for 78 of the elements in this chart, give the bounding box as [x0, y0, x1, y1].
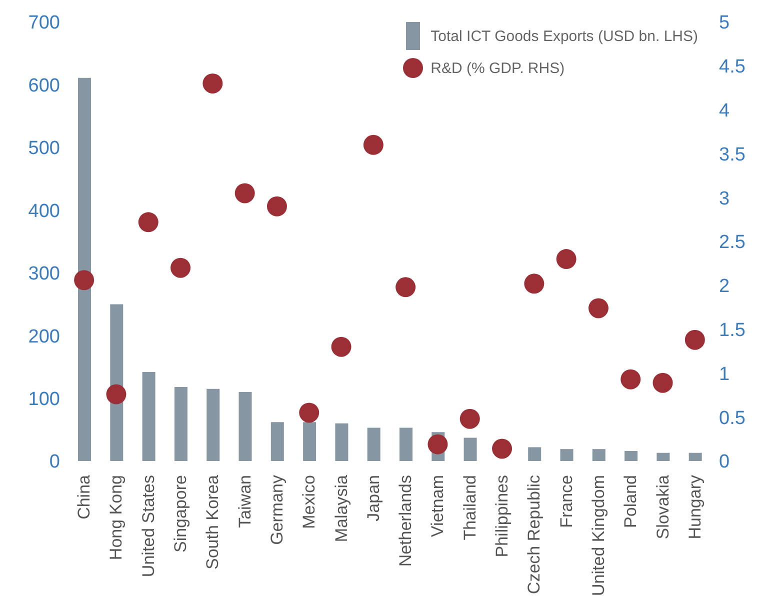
- x-tick-label: Philippines: [492, 475, 512, 558]
- point: [524, 274, 544, 294]
- y-tick-label: 0: [49, 452, 60, 473]
- legend-label: R&D (% GDP. RHS): [430, 60, 565, 76]
- point: [556, 249, 576, 270]
- bar: [688, 452, 702, 461]
- x-tick-label: Hungary: [685, 474, 704, 540]
- x-tick-label: Slovakia: [653, 474, 672, 540]
- bar: [464, 438, 477, 461]
- bar: [335, 423, 348, 461]
- bar: [656, 452, 670, 461]
- bar: [560, 449, 574, 461]
- y2-tick-label: 0.5: [719, 408, 746, 429]
- bar: [238, 392, 252, 461]
- x-tick-label: South Korea: [203, 474, 222, 570]
- y-tick-label: 500: [28, 138, 60, 160]
- x-tick-label: Germany: [267, 474, 286, 545]
- x-tick-label: Singapore: [171, 475, 190, 553]
- y2-tick-label: 2.5: [719, 232, 746, 254]
- bar: [206, 388, 220, 461]
- y2-tick-label: 4.5: [719, 56, 746, 78]
- x-tick-label: France: [556, 475, 576, 528]
- point: [396, 277, 416, 298]
- y2-tick-label: 2: [719, 276, 730, 298]
- y-tick-label: 600: [28, 75, 60, 96]
- point: [363, 134, 384, 155]
- x-tick-label: Vietnam: [428, 475, 448, 538]
- bar: [624, 450, 638, 461]
- point: [652, 372, 673, 393]
- point: [620, 369, 641, 390]
- point: [202, 73, 223, 94]
- point: [74, 270, 94, 290]
- bar: [367, 428, 380, 461]
- x-tick-label: Czech Republic: [524, 474, 544, 594]
- y-tick-label: 100: [28, 389, 60, 410]
- x-tick-label: United Kingdom: [588, 475, 608, 596]
- y2-tick-label: 3.5: [719, 144, 746, 166]
- bar: [78, 78, 91, 461]
- point: [588, 298, 608, 318]
- x-tick-label: United States: [138, 475, 158, 578]
- x-tick-label: Taiwan: [235, 475, 254, 528]
- y2-tick-label: 0: [719, 452, 730, 473]
- bar: [400, 428, 412, 461]
- point: [460, 408, 480, 429]
- x-tick-label: Hong Kong: [106, 475, 126, 560]
- x-tick-label: Japan: [364, 475, 383, 522]
- y2-tick-label: 3: [719, 188, 730, 210]
- x-tick-label: Netherlands: [396, 475, 416, 567]
- point: [234, 183, 255, 204]
- point: [684, 330, 705, 350]
- point: [299, 402, 320, 423]
- bar: [528, 447, 542, 461]
- x-tick-label: Poland: [621, 475, 640, 528]
- y-tick-label: 400: [28, 200, 60, 222]
- x-tick-label: Malaysia: [332, 474, 351, 542]
- x-tick-label: Thailand: [460, 475, 480, 540]
- y-tick-label: 200: [28, 326, 60, 348]
- point: [492, 438, 512, 459]
- x-tick-label: China: [74, 474, 94, 520]
- bar: [592, 449, 606, 461]
- y2-tick-label: 1.5: [719, 320, 746, 342]
- bar: [303, 422, 316, 461]
- point: [331, 336, 352, 357]
- point: [266, 196, 287, 216]
- bar: [142, 372, 156, 461]
- point: [428, 434, 448, 454]
- bar: [174, 386, 188, 461]
- bar: [270, 422, 284, 461]
- y2-tick-label: 1: [719, 364, 730, 385]
- y-tick-label: 700: [28, 12, 60, 34]
- legend-label: Total ICT Goods Exports (USD bn. LHS): [430, 28, 698, 44]
- y-tick-label: 300: [28, 264, 60, 285]
- y2-tick-label: 5: [719, 12, 730, 34]
- point: [138, 212, 158, 232]
- x-tick-label: Mexico: [300, 475, 319, 529]
- point: [170, 258, 191, 278]
- y2-tick-label: 4: [719, 100, 730, 122]
- point: [106, 384, 126, 404]
